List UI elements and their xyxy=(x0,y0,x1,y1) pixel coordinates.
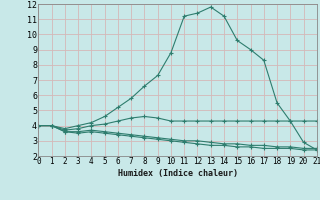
X-axis label: Humidex (Indice chaleur): Humidex (Indice chaleur) xyxy=(118,169,238,178)
